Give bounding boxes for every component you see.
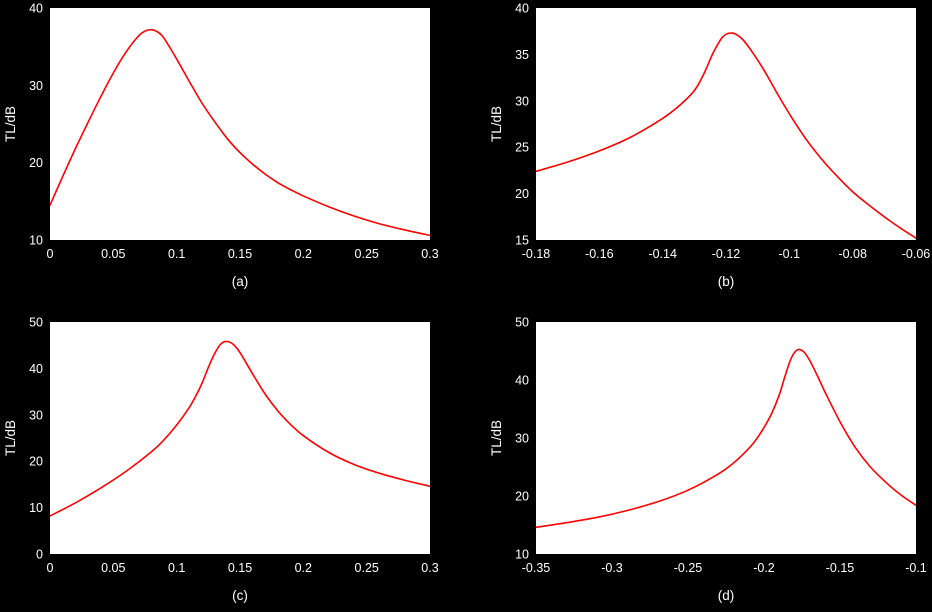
x-tick-label: -0.06	[902, 247, 931, 261]
x-tick-label: 0.1	[168, 247, 185, 261]
y-axis-label-d: TL/dB	[489, 420, 504, 456]
subplot-d: TL/dB (d) -0.35 -0.3 -0.25 -0.2 -0.15 -0.1 10 2…	[489, 316, 927, 604]
x-tick-label: 0.3	[421, 561, 438, 575]
plot-background	[50, 8, 430, 240]
x-tick-label: 0.15	[228, 247, 252, 261]
series-line	[536, 348, 916, 529]
subplot-a: TL/dB (a) 0 0.05 0.1 0.15 0.2 0.25 0.3 10 20 30 40	[3, 2, 439, 290]
y-tick-label: 35	[515, 48, 529, 62]
y-tick-label: 20	[515, 490, 529, 504]
x-tick-label: -0.15	[826, 561, 855, 575]
y-tick-label: 10	[515, 548, 529, 562]
x-tick-label: 0.1	[168, 561, 185, 575]
x-tick-label: 0	[47, 247, 54, 261]
y-tick-label: 10	[29, 501, 43, 515]
plot-background	[536, 322, 916, 554]
x-tick-label: 0.05	[101, 247, 125, 261]
y-tick-label: 30	[515, 94, 529, 108]
x-tick-label: -0.2	[753, 561, 775, 575]
y-axis-label-c: TL/dB	[3, 420, 18, 456]
y-axis-label-a: TL/dB	[3, 106, 18, 142]
y-tick-label: 40	[29, 362, 43, 376]
subplot-caption-d: (d)	[718, 588, 735, 603]
y-tick-label: 20	[29, 156, 43, 170]
x-tick-label: 0.2	[295, 247, 312, 261]
subplot-caption-c: (c)	[232, 588, 248, 603]
y-tick-label: 10	[29, 234, 43, 248]
y-tick-label: 30	[29, 408, 43, 422]
plot-area-c: 0 0.05 0.1 0.15 0.2 0.25 0.3 0 10 20 30 40 50	[29, 316, 439, 576]
series-line	[536, 32, 916, 239]
x-tick-label: 0	[47, 561, 54, 575]
x-tick-label: -0.25	[674, 561, 703, 575]
x-tick-label: -0.14	[648, 247, 677, 261]
x-tick-label: -0.18	[522, 247, 551, 261]
x-tick-label: 0.25	[355, 247, 379, 261]
y-tick-label: 50	[29, 316, 43, 330]
x-tick-label: -0.12	[712, 247, 741, 261]
x-tick-label: -0.1	[779, 247, 801, 261]
x-tick-label: -0.35	[522, 561, 551, 575]
y-tick-label: 20	[515, 187, 529, 201]
y-tick-label: 40	[515, 2, 529, 16]
x-tick-label: 0.05	[101, 561, 125, 575]
subplot-c: TL/dB (c) 0 0.05 0.1 0.15 0.2 0.25 0.3 0 10 20 30 4…	[3, 316, 439, 604]
x-tick-label: -0.08	[838, 247, 867, 261]
x-tick-label: -0.1	[905, 561, 927, 575]
plot-background	[50, 322, 430, 554]
y-tick-label: 30	[29, 79, 43, 93]
series-line	[50, 340, 430, 517]
x-tick-label: 0.25	[355, 561, 379, 575]
y-tick-label: 20	[29, 455, 43, 469]
y-tick-label: 30	[515, 432, 529, 446]
y-tick-label: 25	[515, 141, 529, 155]
subplot-b: TL/dB (b) -0.18 -0.16 -0.14 -0.12 -0.1 -0.08-…	[489, 2, 930, 290]
x-tick-label: -0.3	[601, 561, 623, 575]
x-tick-label: -0.16	[585, 247, 614, 261]
subplot-caption-b: (b)	[718, 274, 735, 289]
y-tick-label: 50	[515, 316, 529, 330]
plot-background	[536, 8, 916, 240]
plot-area-a: 0 0.05 0.1 0.15 0.2 0.25 0.3 10 20 30 40	[29, 2, 439, 262]
y-tick-label: 40	[29, 2, 43, 16]
y-tick-label: 0	[36, 548, 43, 562]
y-tick-label: 15	[515, 234, 529, 248]
plot-area-b: -0.18 -0.16 -0.14 -0.12 -0.1 -0.08 -0.06 15 20 25…	[515, 2, 930, 262]
y-axis-label-b: TL/dB	[489, 106, 504, 142]
series-line	[50, 28, 430, 237]
x-tick-label: 0.3	[421, 247, 438, 261]
y-tick-label: 40	[515, 374, 529, 388]
x-tick-label: 0.2	[295, 561, 312, 575]
subplot-caption-a: (a)	[232, 274, 249, 289]
x-tick-label: 0.15	[228, 561, 252, 575]
plot-area-d: -0.35 -0.3 -0.25 -0.2 -0.15 -0.1 10 20 30 40 50	[515, 316, 927, 576]
